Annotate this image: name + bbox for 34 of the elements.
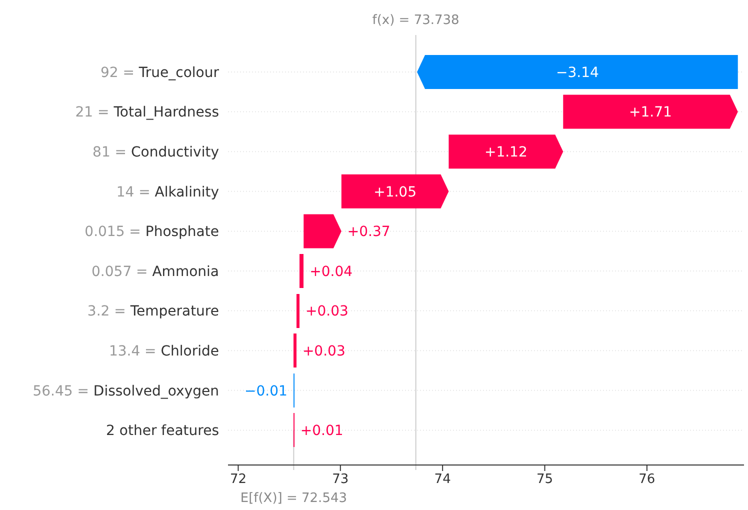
x-tick-label: 73 [332,472,349,488]
data-label: +0.03 [302,344,346,360]
bar [296,294,300,328]
x-tick-label: 74 [434,472,451,488]
data-label: +1.05 [374,184,417,200]
data-label: +0.04 [310,264,353,280]
data-label: −0.01 [244,383,288,400]
x-tick-label: 72 [230,472,246,488]
data-label: +0.01 [300,423,344,440]
y-tick-label: 0.015 = Phosphate [84,224,219,240]
ref-line-label: E[f(X)] = 72.543 [240,491,348,506]
data-label: −3.14 [556,64,599,81]
x-tick-label: 76 [638,472,656,488]
y-tick-label: 13.4 = Chloride [108,344,219,360]
data-label: +0.03 [306,304,348,320]
y-tick-label: 81 = Conductivity [92,144,219,160]
bar [300,254,304,288]
x-tick-label: 75 [536,472,554,488]
bar [417,55,738,89]
y-tick-label: 92 = True_colour [100,64,220,81]
y-tick-label: 2 other features [106,423,219,440]
ref-line-label: f(x) = 73.738 [372,13,460,28]
data-label: +1.71 [629,104,672,121]
bar [448,134,564,169]
y-tick-label: 3.2 = Temperature [87,304,219,320]
data-label: +1.12 [484,144,528,160]
bar [341,174,449,208]
y-tick-label: 0.057 = Ammonia [92,264,219,280]
y-tick-label: 21 = Total_Hardness [75,104,219,121]
bar [293,334,296,368]
y-tick-label: 56.45 = Dissolved_oxygen [32,383,219,400]
bar [563,94,738,129]
y-tick-label: 14 = Alkalinity [116,184,219,200]
data-label: +0.37 [347,224,390,240]
